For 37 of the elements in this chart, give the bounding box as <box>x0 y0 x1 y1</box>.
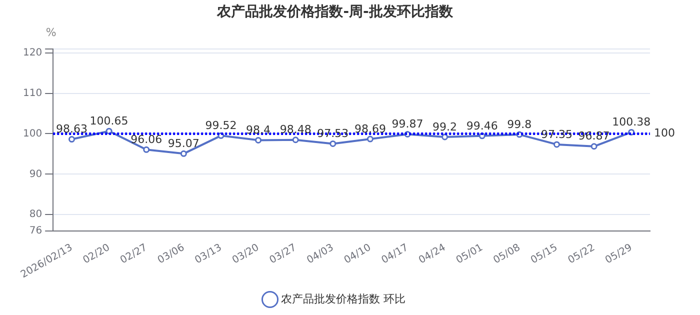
data-label: 100.65 <box>90 114 128 128</box>
data-label: 98.63 <box>56 122 88 136</box>
data-label: 96.06 <box>130 133 162 146</box>
data-label: 98.4 <box>246 124 271 137</box>
y-tick-label: 76 <box>29 225 42 236</box>
data-label: 97.35 <box>540 128 572 141</box>
y-tick-label: 100 <box>22 128 42 140</box>
data-label: 95.07 <box>168 137 200 150</box>
data-label: 98.69 <box>354 122 386 136</box>
data-label: 99.2 <box>432 120 458 134</box>
data-label: 99.87 <box>392 118 424 131</box>
ref-line-label: 100 <box>654 126 675 140</box>
chart-title: 农产品批发价格指数-周-批发环比指数 <box>216 3 454 20</box>
y-tick-label: 80 <box>29 209 42 220</box>
data-label: 100.38 <box>612 116 651 129</box>
point <box>180 150 187 157</box>
point <box>106 128 112 134</box>
point <box>143 146 150 153</box>
y-axis-title: % <box>46 26 56 40</box>
point <box>330 140 336 147</box>
data-label: 98.48 <box>280 123 312 136</box>
y-tick-label: 90 <box>29 168 42 180</box>
point <box>68 136 75 143</box>
data-label: 99.46 <box>466 119 498 132</box>
data-label: 97.53 <box>317 127 349 140</box>
y-tick-label: 110 <box>22 88 42 99</box>
data-label: 99.8 <box>507 118 532 131</box>
point <box>553 141 560 148</box>
point <box>590 143 598 150</box>
point <box>255 136 262 144</box>
point <box>442 134 448 140</box>
legend-label: 农产品批发价格指数 环比 <box>281 292 406 306</box>
data-label: 99.52 <box>205 119 237 132</box>
data-label: 96.87 <box>578 130 610 143</box>
y-tick-label: 120 <box>22 47 42 58</box>
point <box>292 136 299 144</box>
point <box>366 136 374 142</box>
